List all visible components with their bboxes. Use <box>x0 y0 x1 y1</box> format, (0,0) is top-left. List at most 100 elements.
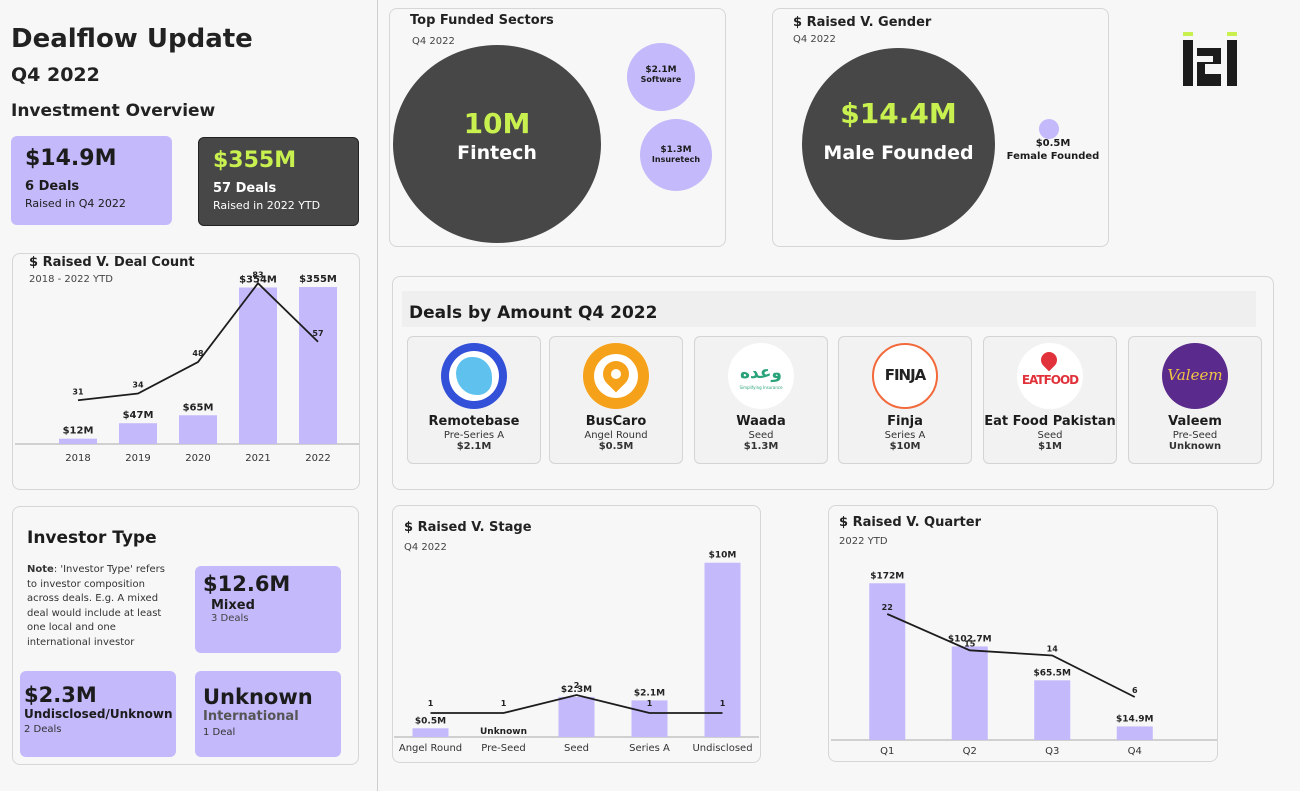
bar <box>299 287 337 444</box>
x-tick-label: Q3 <box>1045 746 1059 757</box>
bar <box>412 728 449 737</box>
vertical-divider <box>377 0 378 791</box>
line-point-label: 15 <box>964 639 976 648</box>
bar-value-label: $47M <box>123 410 154 421</box>
line-point-label: 6 <box>1132 686 1138 695</box>
chart-title: $ Raised V. Gender <box>793 15 932 30</box>
investor-deals: 1 Deal <box>203 727 236 738</box>
line-point-label: 1 <box>647 699 653 708</box>
x-tick-label: 2019 <box>125 453 150 464</box>
bubble-insuretech: $1.3M Insuretech <box>640 119 712 191</box>
chart-title: $ Raised V. Stage <box>404 520 532 535</box>
bar-value-label: $2.1M <box>634 688 665 698</box>
bar-value-label: $355M <box>299 274 337 285</box>
remotebase-logo-icon <box>441 343 507 409</box>
deal-stage: Series A <box>884 430 926 441</box>
deal-stage: Pre-Series A <box>443 430 505 441</box>
bar-value-label: $172M <box>870 571 904 581</box>
line-point-label: 22 <box>882 603 893 612</box>
deal-card-remotebase: Remotebase Pre-Series A $2.1M <box>407 336 541 464</box>
deal-name: Finja <box>887 414 923 429</box>
gender-card: $ Raised V. Gender Q4 2022 $14.4M Male F… <box>772 8 1109 247</box>
investor-label: Undisclosed/Unknown <box>24 707 173 721</box>
deal-stage: Angel Round <box>584 430 648 441</box>
bar <box>1116 726 1153 740</box>
kpi-ytd: $355M 57 Deals Raised in 2022 YTD <box>198 137 359 226</box>
eatfood-logo-icon: EATFOOD <box>1017 343 1083 409</box>
deal-amount: $2.1M <box>456 441 492 452</box>
bar-value-label: $10M <box>709 551 737 561</box>
sectors-card: Top Funded Sectors Q4 2022 10M Fintech $… <box>389 8 726 247</box>
page-subtitle: Q4 2022 <box>11 64 100 86</box>
bubble-label: Fintech <box>457 142 537 164</box>
bubble-value: $14.4M <box>840 97 957 130</box>
investor-note: Note: 'Investor Type' refers to investor… <box>27 563 177 650</box>
line-point-label: 31 <box>72 387 84 396</box>
chart-title: Top Funded Sectors <box>410 13 554 28</box>
line-point-label: 83 <box>252 270 263 279</box>
deals-header-band <box>402 291 1256 327</box>
bar <box>179 415 217 444</box>
investor-deals: 3 Deals <box>211 613 249 624</box>
investor-box-mixed: $12.6M Mixed 3 Deals <box>195 566 341 653</box>
x-tick-label: Q4 <box>1128 746 1142 757</box>
x-tick-label: 2020 <box>185 453 210 464</box>
x-tick-label: 2022 <box>305 453 330 464</box>
bar-value-label: Unknown <box>480 727 527 737</box>
deal-stage: Seed <box>1037 430 1063 441</box>
x-tick-label: Series A <box>629 743 670 754</box>
stage-card: $ Raised V. Stage Q4 2022 $0.5M Angel Rou… <box>392 505 761 763</box>
waada-logo-icon: وعده Simplifying Insurance <box>728 343 794 409</box>
bubble-value: $1.3M <box>660 145 692 155</box>
bar-value-label: $2.3M <box>561 685 592 695</box>
bubble-male-founded: $14.4M Male Founded <box>802 48 995 240</box>
bar-value-label: $102.7M <box>948 634 992 644</box>
bar <box>631 700 668 737</box>
bubble-software: $2.1M Software <box>627 43 695 111</box>
line-point-label: 1 <box>428 699 434 708</box>
bar <box>951 646 988 740</box>
bar <box>558 696 595 737</box>
note-text: : 'Investor Type' refers to investor com… <box>27 564 165 648</box>
deals-card: Deals by Amount Q4 2022 <box>392 276 1274 490</box>
bar <box>119 423 157 444</box>
deal-count-chart: $12M 2018 $47M 2019 $65M 2020 $354M 2021 $355M 20… <box>15 270 359 464</box>
line-point-label: 34 <box>132 381 144 390</box>
deal-name: Valeem <box>1168 414 1222 429</box>
valeem-logo-icon: Valeem <box>1162 343 1228 409</box>
investor-value: Unknown <box>203 685 313 709</box>
kpi-deals: 57 Deals <box>213 181 277 196</box>
i2i-logo <box>1181 30 1239 88</box>
line-point-label: 48 <box>192 349 204 358</box>
line-point-label: 1 <box>720 699 726 708</box>
x-tick-label: Q1 <box>880 746 894 757</box>
x-tick-label: 2018 <box>65 453 90 464</box>
investor-box-international: Unknown International 1 Deal <box>195 671 341 757</box>
deal-name: Waada <box>736 414 786 429</box>
bar-value-label: $354M <box>239 274 277 285</box>
chart-subtitle: Q4 2022 <box>412 36 455 47</box>
bar-value-label: $14.9M <box>1116 714 1153 724</box>
investor-deals: 2 Deals <box>24 724 62 735</box>
deal-amount: $0.5M <box>598 441 634 452</box>
chart-title: $ Raised V. Deal Count <box>29 255 195 270</box>
deal-count-line <box>886 613 1136 698</box>
investor-label: Mixed <box>211 598 255 613</box>
section-title: Investment Overview <box>11 101 216 121</box>
kpi-caption: Raised in Q4 2022 <box>25 197 126 210</box>
deals-title: Deals by Amount Q4 2022 <box>409 303 658 323</box>
bar <box>239 287 277 444</box>
deal-amount: $1M <box>1038 441 1062 452</box>
deal-name: Eat Food Pakistan <box>984 414 1116 429</box>
kpi-q4: $14.9M 6 Deals Raised in Q4 2022 <box>11 136 172 225</box>
bar-value-label: $65M <box>183 402 214 413</box>
deal-amount: Unknown <box>1168 441 1222 452</box>
x-tick-label: Seed <box>564 743 589 754</box>
deal-amount: $10M <box>889 441 921 452</box>
investor-type-card: Investor Type Note: 'Investor Type' refe… <box>12 506 359 765</box>
chart-title: $ Raised V. Quarter <box>839 515 981 530</box>
x-tick-label: Angel Round <box>399 743 462 754</box>
line-point-label: 57 <box>312 329 323 338</box>
kpi-value: $355M <box>213 148 297 173</box>
bubble-value: $2.1M <box>645 65 677 75</box>
